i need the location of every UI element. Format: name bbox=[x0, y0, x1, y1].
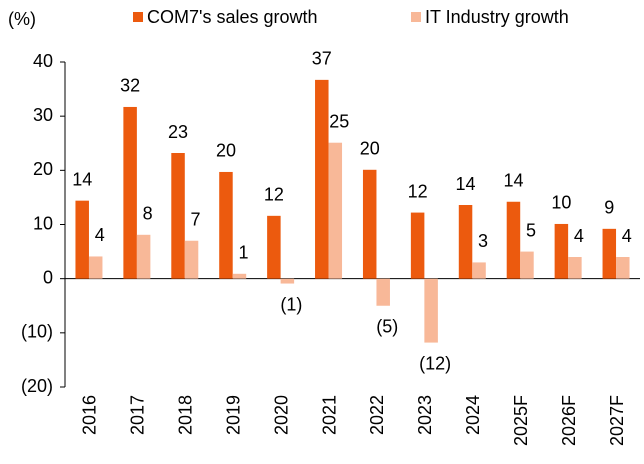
data-label: 12 bbox=[408, 181, 428, 201]
data-label: (12) bbox=[419, 353, 451, 373]
bar bbox=[75, 200, 89, 279]
y-tick-label: (10) bbox=[21, 322, 53, 342]
data-label: 3 bbox=[478, 231, 488, 251]
x-tick-label: 2022 bbox=[367, 395, 387, 435]
legend-swatch bbox=[133, 12, 143, 22]
bar bbox=[554, 223, 569, 279]
legend-swatch bbox=[411, 12, 421, 22]
bar bbox=[328, 142, 343, 279]
x-tick-label: 2024 bbox=[463, 395, 483, 435]
x-tick-label: 2020 bbox=[271, 395, 291, 435]
data-label: 23 bbox=[168, 122, 188, 142]
x-tick-label: 2026F bbox=[559, 395, 579, 446]
data-label: 10 bbox=[551, 193, 571, 213]
data-label: 20 bbox=[360, 139, 380, 159]
legend-label: COM7's sales growth bbox=[147, 7, 318, 27]
data-label: 25 bbox=[329, 111, 349, 131]
bar bbox=[458, 205, 473, 279]
data-label: 4 bbox=[622, 226, 632, 246]
y-tick-label: (20) bbox=[21, 376, 53, 396]
data-label: (1) bbox=[280, 294, 302, 314]
data-label: 12 bbox=[264, 185, 284, 205]
bar bbox=[568, 257, 582, 279]
y-axis-label: (%) bbox=[8, 9, 36, 29]
legend-label: IT Industry growth bbox=[425, 7, 569, 27]
x-tick-label: 2025F bbox=[511, 395, 531, 446]
data-label: 9 bbox=[604, 198, 614, 218]
data-label: (5) bbox=[376, 317, 398, 337]
data-label: 1 bbox=[238, 243, 248, 263]
bar bbox=[280, 278, 295, 284]
y-tick-label: 20 bbox=[33, 159, 53, 179]
bar bbox=[602, 228, 617, 279]
data-label: 14 bbox=[72, 169, 92, 189]
bar bbox=[184, 240, 199, 279]
data-label: 14 bbox=[456, 174, 476, 194]
bar bbox=[88, 256, 103, 279]
bar bbox=[424, 278, 438, 343]
bar bbox=[362, 169, 377, 279]
bar bbox=[410, 212, 425, 279]
data-label: 37 bbox=[312, 49, 332, 69]
bar bbox=[472, 262, 486, 279]
data-label: 14 bbox=[503, 171, 523, 191]
y-tick-label: 30 bbox=[33, 105, 53, 125]
bar bbox=[219, 171, 233, 279]
x-tick-label: 2023 bbox=[415, 395, 435, 435]
bar bbox=[267, 215, 281, 279]
y-tick-label: 40 bbox=[33, 51, 53, 71]
data-label: 4 bbox=[574, 226, 584, 246]
bar bbox=[616, 257, 630, 279]
bar bbox=[123, 106, 137, 279]
data-label: 20 bbox=[216, 141, 236, 161]
bar bbox=[376, 278, 390, 306]
y-tick-label: 10 bbox=[33, 213, 53, 233]
bar bbox=[136, 234, 151, 279]
bar bbox=[232, 273, 247, 279]
x-tick-label: 2027F bbox=[607, 395, 627, 446]
x-tick-label: 2017 bbox=[128, 395, 148, 435]
bar bbox=[506, 201, 521, 279]
x-tick-label: 2016 bbox=[80, 395, 100, 435]
bar bbox=[315, 79, 329, 279]
x-tick-label: 2018 bbox=[176, 395, 196, 435]
bar bbox=[171, 153, 185, 279]
data-label: 4 bbox=[95, 225, 105, 245]
y-tick-label: 0 bbox=[43, 267, 53, 287]
data-label: 7 bbox=[191, 210, 201, 230]
x-tick-label: 2019 bbox=[223, 395, 243, 435]
bar bbox=[520, 251, 534, 279]
data-label: 8 bbox=[143, 204, 153, 224]
x-tick-label: 2021 bbox=[319, 395, 339, 435]
data-label: 32 bbox=[120, 76, 140, 96]
data-label: 5 bbox=[526, 220, 536, 240]
